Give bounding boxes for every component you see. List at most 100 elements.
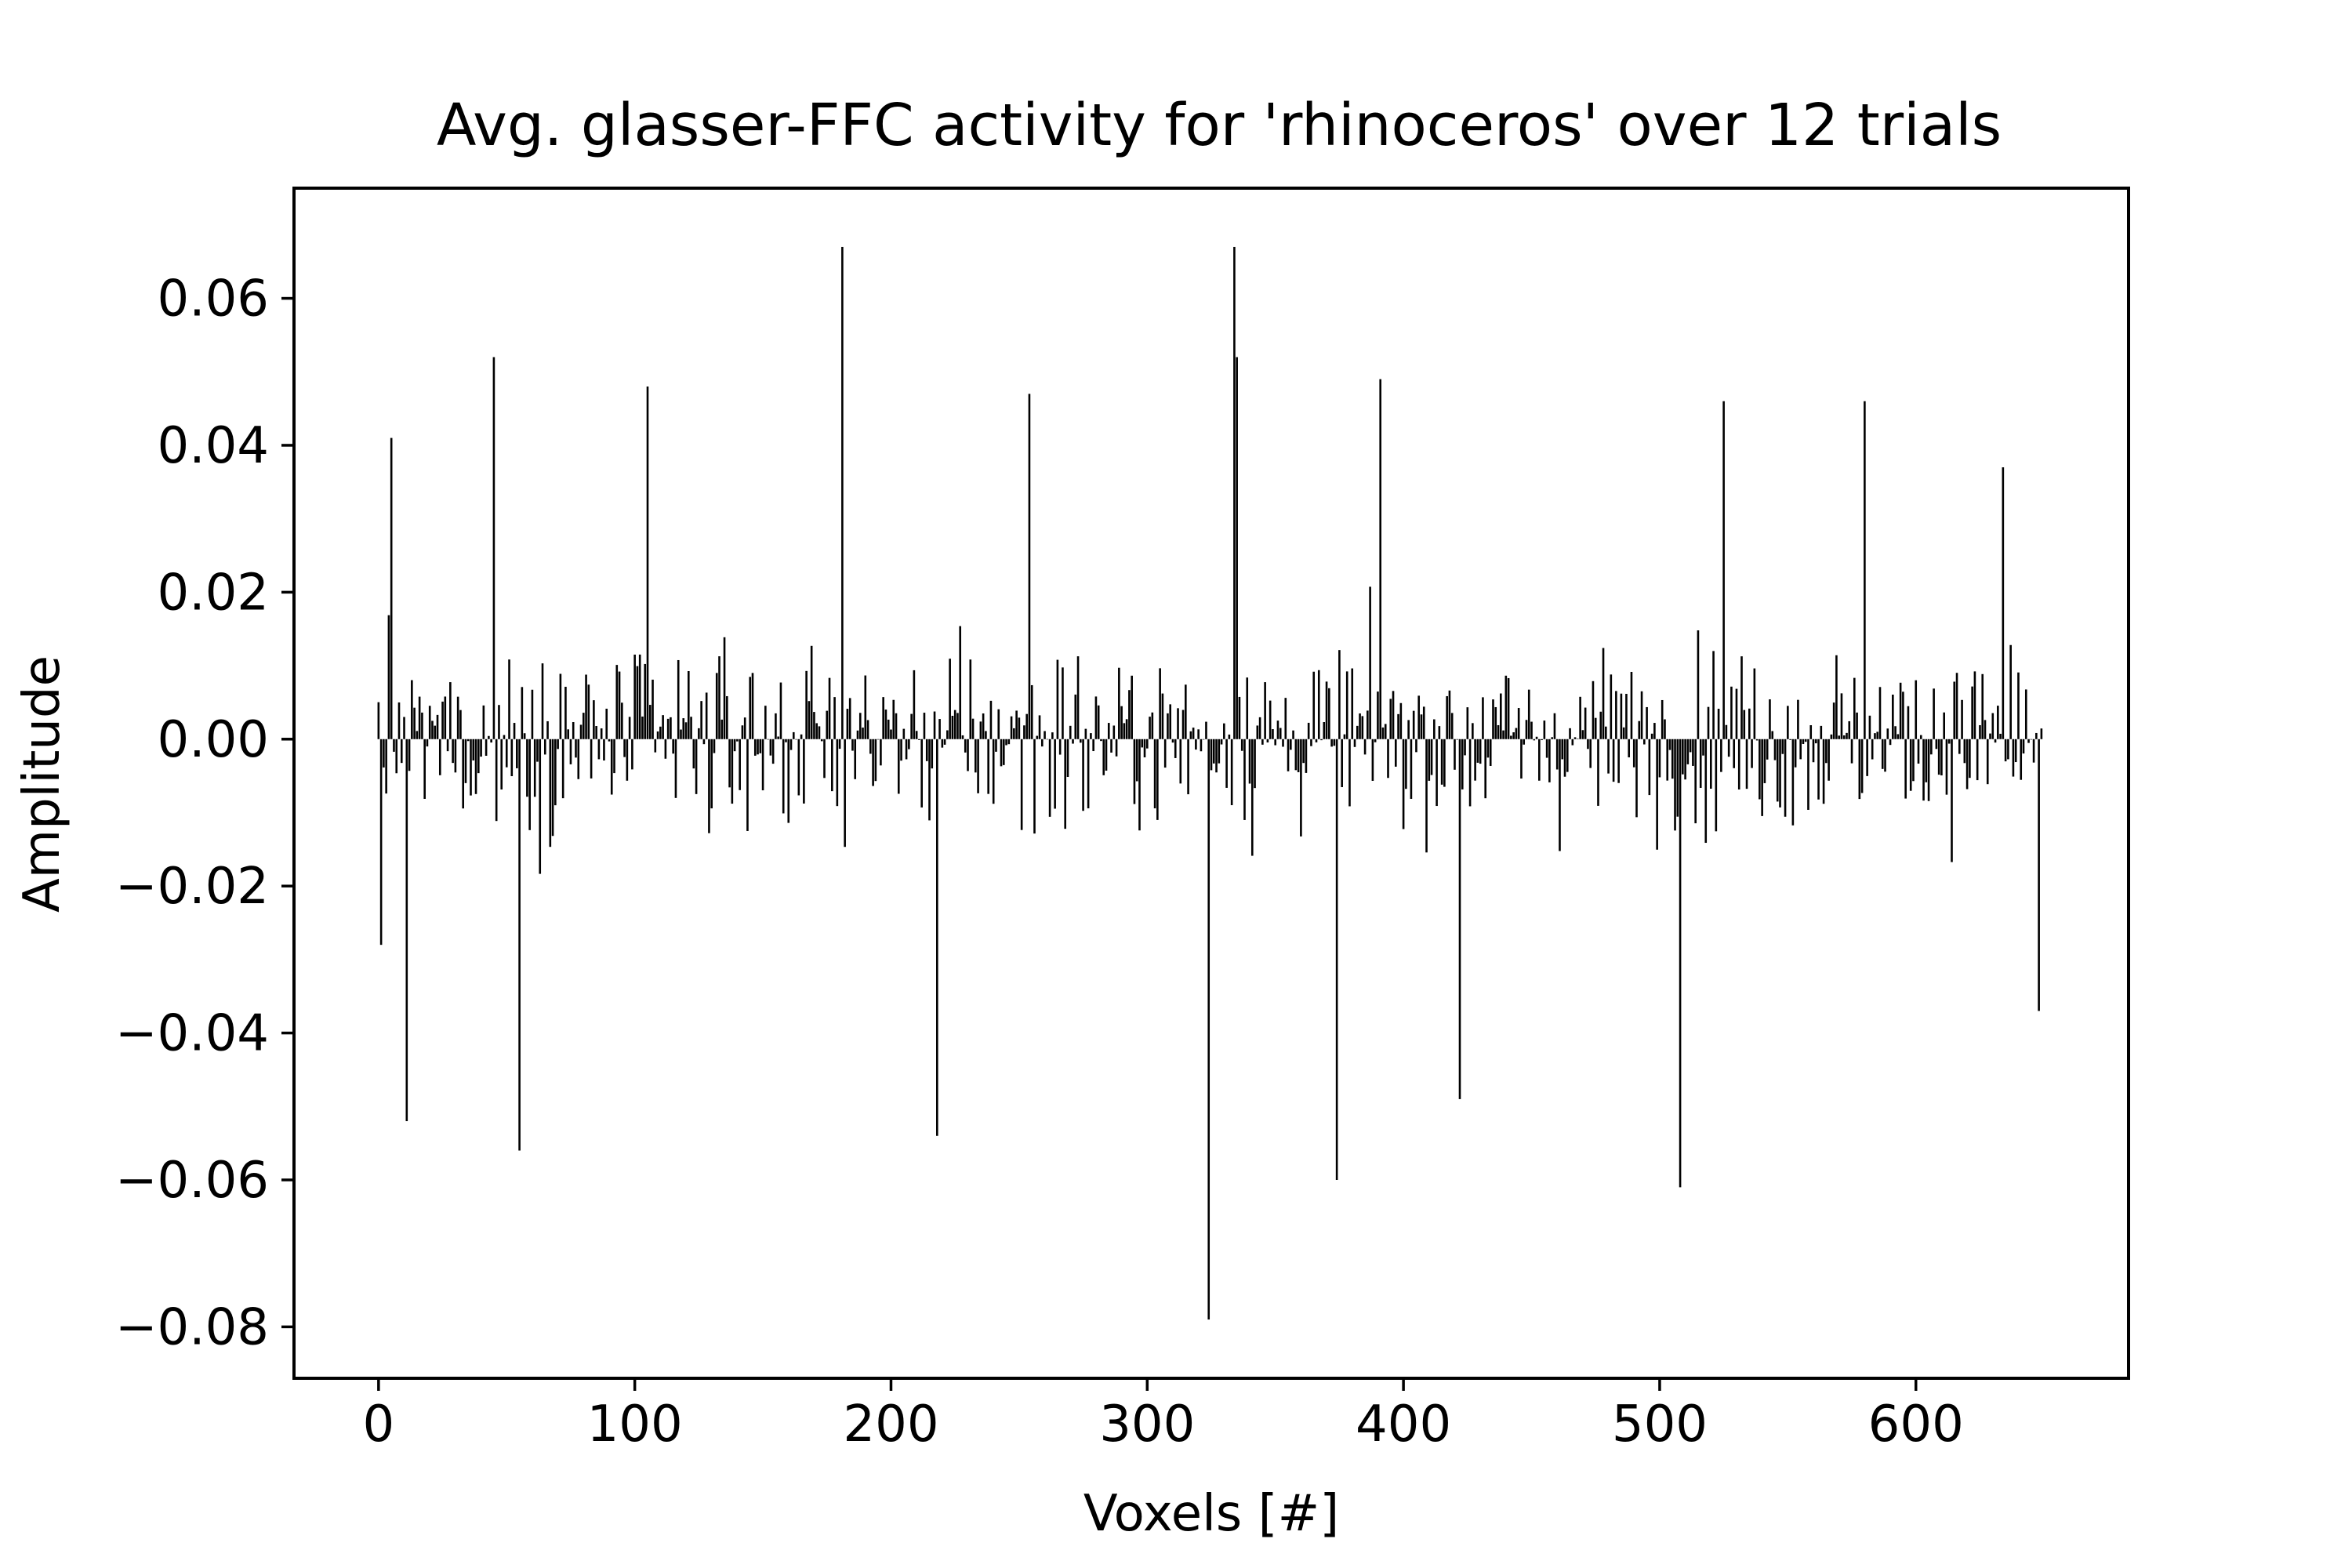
bar	[1953, 681, 1956, 739]
bar	[1417, 695, 1421, 739]
bar	[662, 715, 664, 739]
bar	[1174, 739, 1177, 758]
bar	[989, 700, 993, 739]
bar	[710, 739, 713, 809]
bar	[684, 722, 688, 739]
bar	[1648, 739, 1651, 796]
bar	[1973, 671, 1976, 739]
bar	[1671, 739, 1674, 779]
bar	[1969, 739, 1971, 779]
bar	[1374, 739, 1377, 742]
bar	[1917, 739, 1920, 764]
bar	[692, 739, 695, 769]
bar	[858, 713, 862, 739]
bar	[546, 720, 549, 739]
bar	[1607, 739, 1610, 774]
bar	[1704, 739, 1708, 844]
bar	[403, 717, 405, 739]
bar	[1784, 739, 1787, 817]
x-tick-label: 500	[1612, 1396, 1708, 1454]
bar	[1597, 739, 1599, 806]
bar	[1002, 739, 1005, 765]
bar	[1761, 739, 1763, 816]
bar	[1569, 728, 1571, 739]
bar	[736, 739, 739, 742]
bar	[444, 696, 447, 739]
bar	[1123, 723, 1126, 739]
y-tick-label: 0.00	[158, 711, 270, 769]
bar	[1789, 739, 1791, 740]
bar	[1794, 739, 1797, 768]
bar	[1443, 739, 1446, 787]
bar	[1420, 714, 1423, 739]
x-axis-label: Voxels [#]	[1083, 1485, 1339, 1543]
bar	[964, 739, 967, 753]
bar	[1300, 739, 1302, 837]
bar	[1517, 708, 1520, 739]
bar	[1538, 739, 1541, 781]
bar	[1584, 707, 1587, 739]
bar	[1218, 739, 1221, 764]
bar	[572, 722, 575, 739]
bar	[1602, 648, 1605, 739]
bar	[1371, 739, 1374, 781]
bar	[1661, 699, 1664, 739]
bar	[1902, 691, 1904, 739]
bar	[1276, 720, 1279, 739]
bar	[698, 728, 700, 739]
bar	[1971, 686, 1973, 739]
bar	[1543, 720, 1546, 739]
bar	[677, 659, 680, 739]
bar	[1097, 705, 1100, 739]
bar	[605, 708, 608, 739]
bar	[1930, 739, 1933, 755]
bar	[1858, 739, 1861, 800]
bar	[1446, 695, 1448, 739]
bar	[1128, 690, 1131, 739]
bar	[743, 717, 746, 739]
bar	[648, 705, 652, 739]
bar	[946, 730, 949, 739]
bar	[610, 739, 613, 795]
bar	[1674, 739, 1676, 831]
bar	[1179, 739, 1182, 784]
bar	[975, 739, 977, 773]
bar	[1033, 739, 1036, 834]
bar	[733, 739, 736, 752]
bar	[436, 714, 439, 739]
bar	[1284, 698, 1287, 739]
bar	[1653, 723, 1656, 739]
bar	[1456, 739, 1459, 740]
bar	[1381, 727, 1385, 739]
bar	[2038, 739, 2040, 1011]
bar	[862, 728, 864, 739]
bar	[1592, 681, 1595, 739]
bar	[1628, 739, 1631, 758]
bar	[1828, 739, 1830, 781]
bar	[1694, 739, 1697, 824]
bar	[1919, 735, 1922, 739]
bar	[1658, 739, 1661, 778]
bar	[897, 739, 900, 794]
bar	[1555, 739, 1559, 770]
bar	[631, 739, 633, 770]
bar	[1981, 673, 1984, 739]
bar	[1850, 739, 1853, 764]
bar	[1512, 732, 1515, 739]
bar	[1248, 739, 1251, 784]
bar	[1525, 720, 1528, 739]
bar	[1230, 739, 1233, 806]
bar	[431, 720, 434, 739]
bar	[908, 739, 910, 750]
bar	[987, 739, 989, 794]
bar	[1976, 739, 1979, 781]
bar	[1699, 739, 1702, 788]
bar	[787, 739, 790, 823]
bar	[2027, 739, 2030, 743]
bar	[1884, 739, 1886, 772]
bar	[1804, 739, 1807, 742]
bar	[1410, 739, 1413, 799]
bar	[1256, 725, 1259, 739]
